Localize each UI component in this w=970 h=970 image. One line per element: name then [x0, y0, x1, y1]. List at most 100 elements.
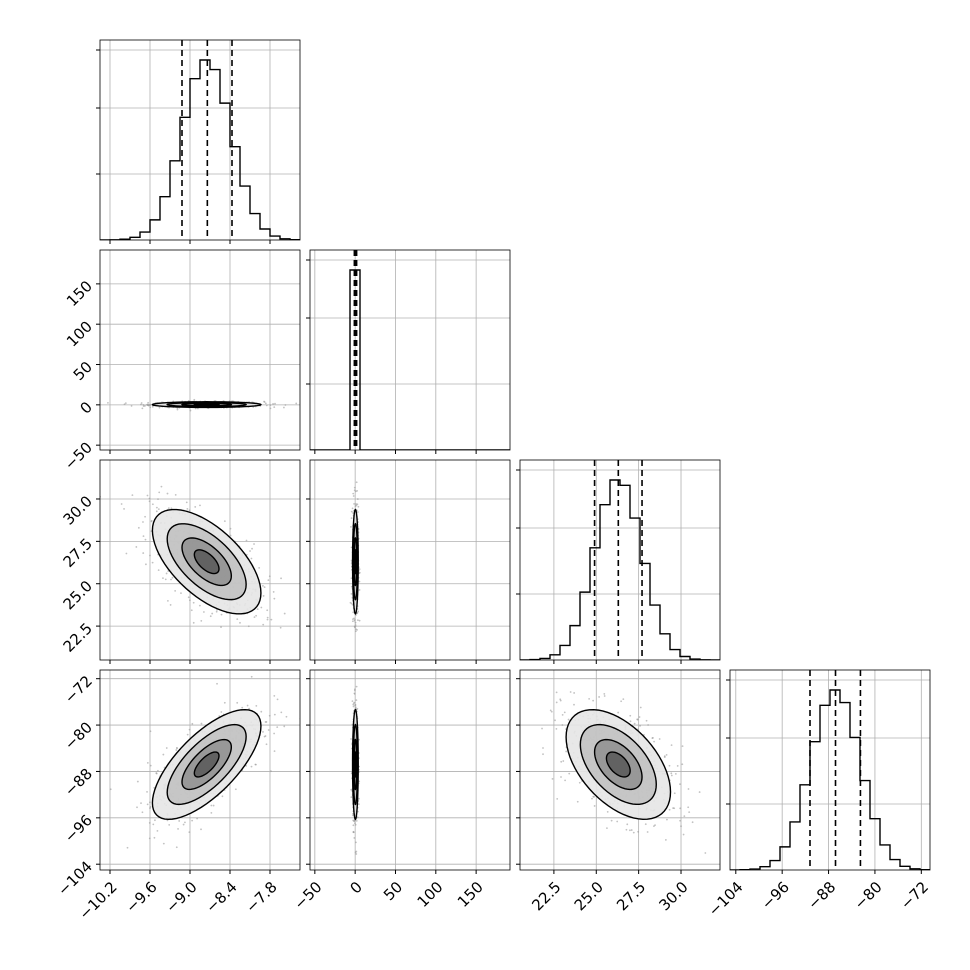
sample-point	[617, 711, 620, 714]
sample-point	[263, 400, 265, 403]
sample-point	[148, 822, 151, 824]
sample-point	[358, 589, 361, 591]
sample-point	[356, 628, 358, 631]
sample-point	[592, 699, 595, 702]
sample-point	[158, 491, 161, 494]
sample-point	[555, 691, 558, 694]
sample-point	[610, 819, 613, 822]
panel-plot-area	[100, 250, 300, 450]
sample-point	[262, 584, 264, 587]
sample-point	[266, 616, 269, 619]
sample-point	[561, 724, 564, 726]
sample-point	[140, 402, 143, 404]
sample-point	[175, 749, 178, 751]
sample-point	[266, 618, 269, 621]
sample-point	[263, 586, 266, 589]
sample-point	[632, 831, 635, 834]
sample-point	[353, 692, 356, 695]
panel-plot-area	[100, 460, 300, 660]
sample-point	[211, 612, 214, 615]
x-tick-label: −8.4	[202, 878, 240, 916]
sample-point	[148, 500, 151, 503]
sample-point	[561, 714, 564, 716]
x-tick-label: −7.8	[242, 878, 280, 916]
sample-point	[573, 692, 576, 694]
sample-point	[273, 732, 276, 735]
sample-point	[130, 405, 133, 407]
sample-point	[698, 791, 701, 793]
sample-point	[223, 520, 226, 523]
histogram-2	[520, 479, 720, 660]
sample-point	[354, 706, 357, 709]
sample-point	[356, 503, 359, 506]
sample-point	[254, 763, 257, 766]
sample-point	[166, 600, 169, 602]
sample-point	[245, 539, 248, 542]
sample-point	[124, 402, 127, 404]
panel-1-0	[96, 249, 301, 454]
sample-point	[191, 722, 194, 725]
sample-point	[355, 819, 358, 822]
sample-point	[687, 788, 690, 790]
sample-point	[140, 802, 142, 804]
sample-point	[185, 501, 188, 504]
sample-point	[353, 503, 355, 505]
sample-point	[142, 404, 145, 406]
sample-point	[212, 804, 215, 807]
sample-point	[123, 403, 126, 406]
panel-frame	[519, 669, 721, 871]
panel-plot-area	[310, 250, 510, 450]
sample-point	[352, 831, 355, 834]
sample-point	[356, 498, 359, 500]
sample-point	[146, 791, 148, 793]
sample-point	[673, 792, 676, 795]
sample-point	[353, 486, 356, 489]
sample-point	[137, 526, 140, 529]
sample-point	[182, 823, 185, 826]
sample-point	[681, 763, 684, 766]
panel-frame	[309, 669, 511, 871]
sample-point	[352, 512, 354, 514]
sample-point	[637, 830, 640, 833]
sample-point	[265, 404, 268, 407]
sample-point	[562, 760, 565, 762]
sample-point	[216, 682, 218, 685]
x-tick-label: −104	[705, 878, 747, 920]
y-tick-label: −72	[61, 672, 96, 707]
sample-point	[620, 700, 623, 703]
sample-point	[354, 704, 357, 706]
panel-0-0	[96, 39, 301, 244]
sample-point	[144, 515, 146, 518]
sample-point	[268, 714, 271, 717]
sample-point	[155, 506, 158, 509]
sample-point	[555, 727, 558, 730]
sample-point	[356, 619, 359, 622]
sample-point	[220, 711, 223, 713]
sample-point	[188, 509, 191, 512]
sample-point	[142, 521, 144, 523]
sample-point	[625, 828, 628, 831]
x-tick-label: −80	[851, 878, 886, 913]
sample-point	[153, 836, 156, 839]
sample-point	[266, 609, 269, 612]
sample-point	[663, 755, 666, 758]
sample-point	[162, 842, 165, 845]
sample-point	[144, 538, 147, 541]
sample-point	[189, 409, 192, 412]
sample-point	[674, 772, 677, 775]
y-tick-label: 27.5	[60, 535, 96, 571]
sample-point	[175, 846, 178, 849]
sample-point	[606, 810, 609, 813]
sample-point	[264, 735, 267, 737]
sample-point	[680, 825, 682, 828]
sample-point	[198, 604, 201, 607]
sample-point	[192, 601, 195, 604]
sample-point	[665, 753, 668, 756]
sample-point	[168, 824, 171, 826]
sample-point	[253, 616, 256, 619]
histogram-3	[730, 689, 930, 870]
sample-point	[352, 702, 355, 705]
sample-point	[156, 769, 159, 772]
sample-point	[255, 614, 258, 617]
x-tick-label: 22.5	[528, 878, 564, 914]
